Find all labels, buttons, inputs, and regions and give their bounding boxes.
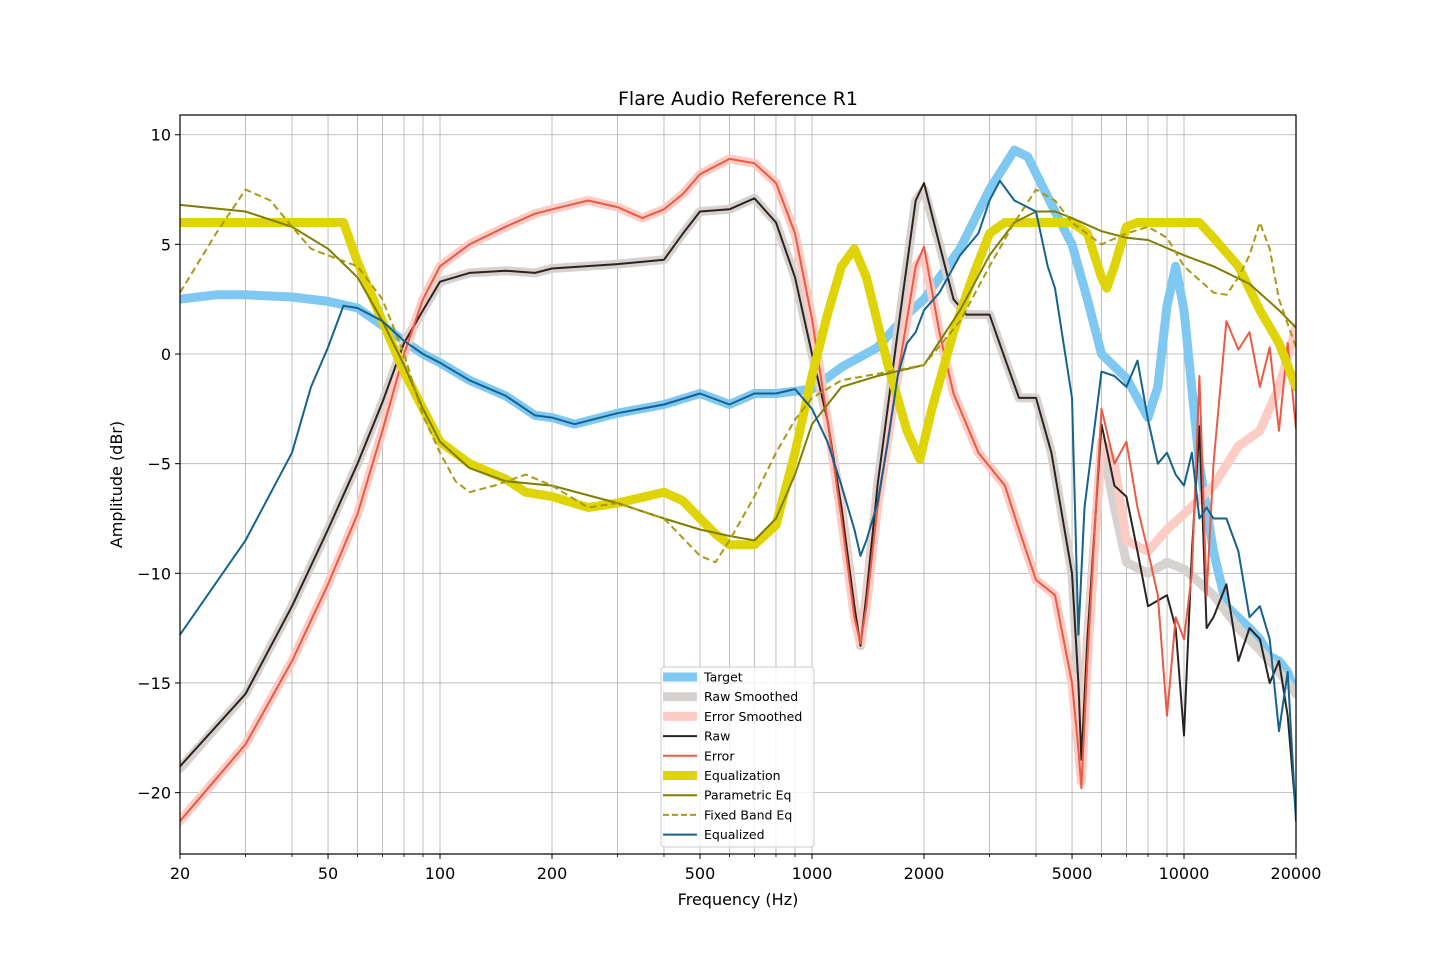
- x-tick-label: 500: [685, 864, 716, 883]
- x-tick-label: 10000: [1159, 864, 1210, 883]
- series-fixed-band-eq: [180, 188, 1296, 564]
- x-axis-label: Frequency (Hz): [678, 890, 799, 909]
- series-parametric-eq: [180, 203, 1296, 542]
- legend-label: Equalized: [704, 827, 765, 842]
- x-tick-label: 20: [170, 864, 190, 883]
- legend-box: [660, 666, 815, 848]
- y-tick-label: −5: [147, 455, 171, 474]
- series-layer: [180, 145, 1296, 826]
- legend-label: Raw: [704, 729, 730, 744]
- y-tick-label: −20: [137, 784, 171, 803]
- legend-label: Fixed Band Eq: [704, 807, 792, 822]
- y-axis-label: Amplitude (dBr): [107, 421, 126, 548]
- y-tick-label: 0: [161, 345, 171, 364]
- x-tick-label: 100: [425, 864, 456, 883]
- x-tick-label: 200: [537, 864, 568, 883]
- y-tick-label: 5: [161, 235, 171, 254]
- legend-label: Raw Smoothed: [704, 689, 798, 704]
- legend-label: Error Smoothed: [704, 709, 802, 724]
- chart-title: Flare Audio Reference R1: [618, 88, 858, 110]
- legend-label: Target: [703, 670, 743, 685]
- y-tick-label: −15: [137, 674, 171, 693]
- legend-label: Error: [704, 748, 735, 763]
- legend-label: Parametric Eq: [704, 788, 792, 803]
- x-tick-label: 1000: [792, 864, 833, 883]
- y-tick-label: −10: [137, 564, 171, 583]
- grid: [179, 115, 1297, 854]
- axis-ticks: [175, 134, 1297, 859]
- legend-label: Equalization: [704, 768, 781, 783]
- legend: Target Raw Smoothed Error Smoothed Raw Error…: [660, 666, 815, 848]
- legend-entries: Target Raw Smoothed Error Smoothed Raw Error…: [663, 670, 802, 842]
- axis-tick-labels: 20 50 100 200 500 1000 2000 5000 10000 200001050−…: [137, 126, 1321, 883]
- plot-frame: [179, 114, 1297, 855]
- series-error: [180, 157, 1296, 823]
- x-tick-label: 5000: [1052, 864, 1093, 883]
- y-tick-label: 10: [151, 126, 171, 145]
- x-tick-label: 20000: [1271, 864, 1322, 883]
- x-tick-label: 2000: [904, 864, 945, 883]
- series-equalized: [180, 179, 1296, 823]
- x-tick-label: 50: [318, 864, 338, 883]
